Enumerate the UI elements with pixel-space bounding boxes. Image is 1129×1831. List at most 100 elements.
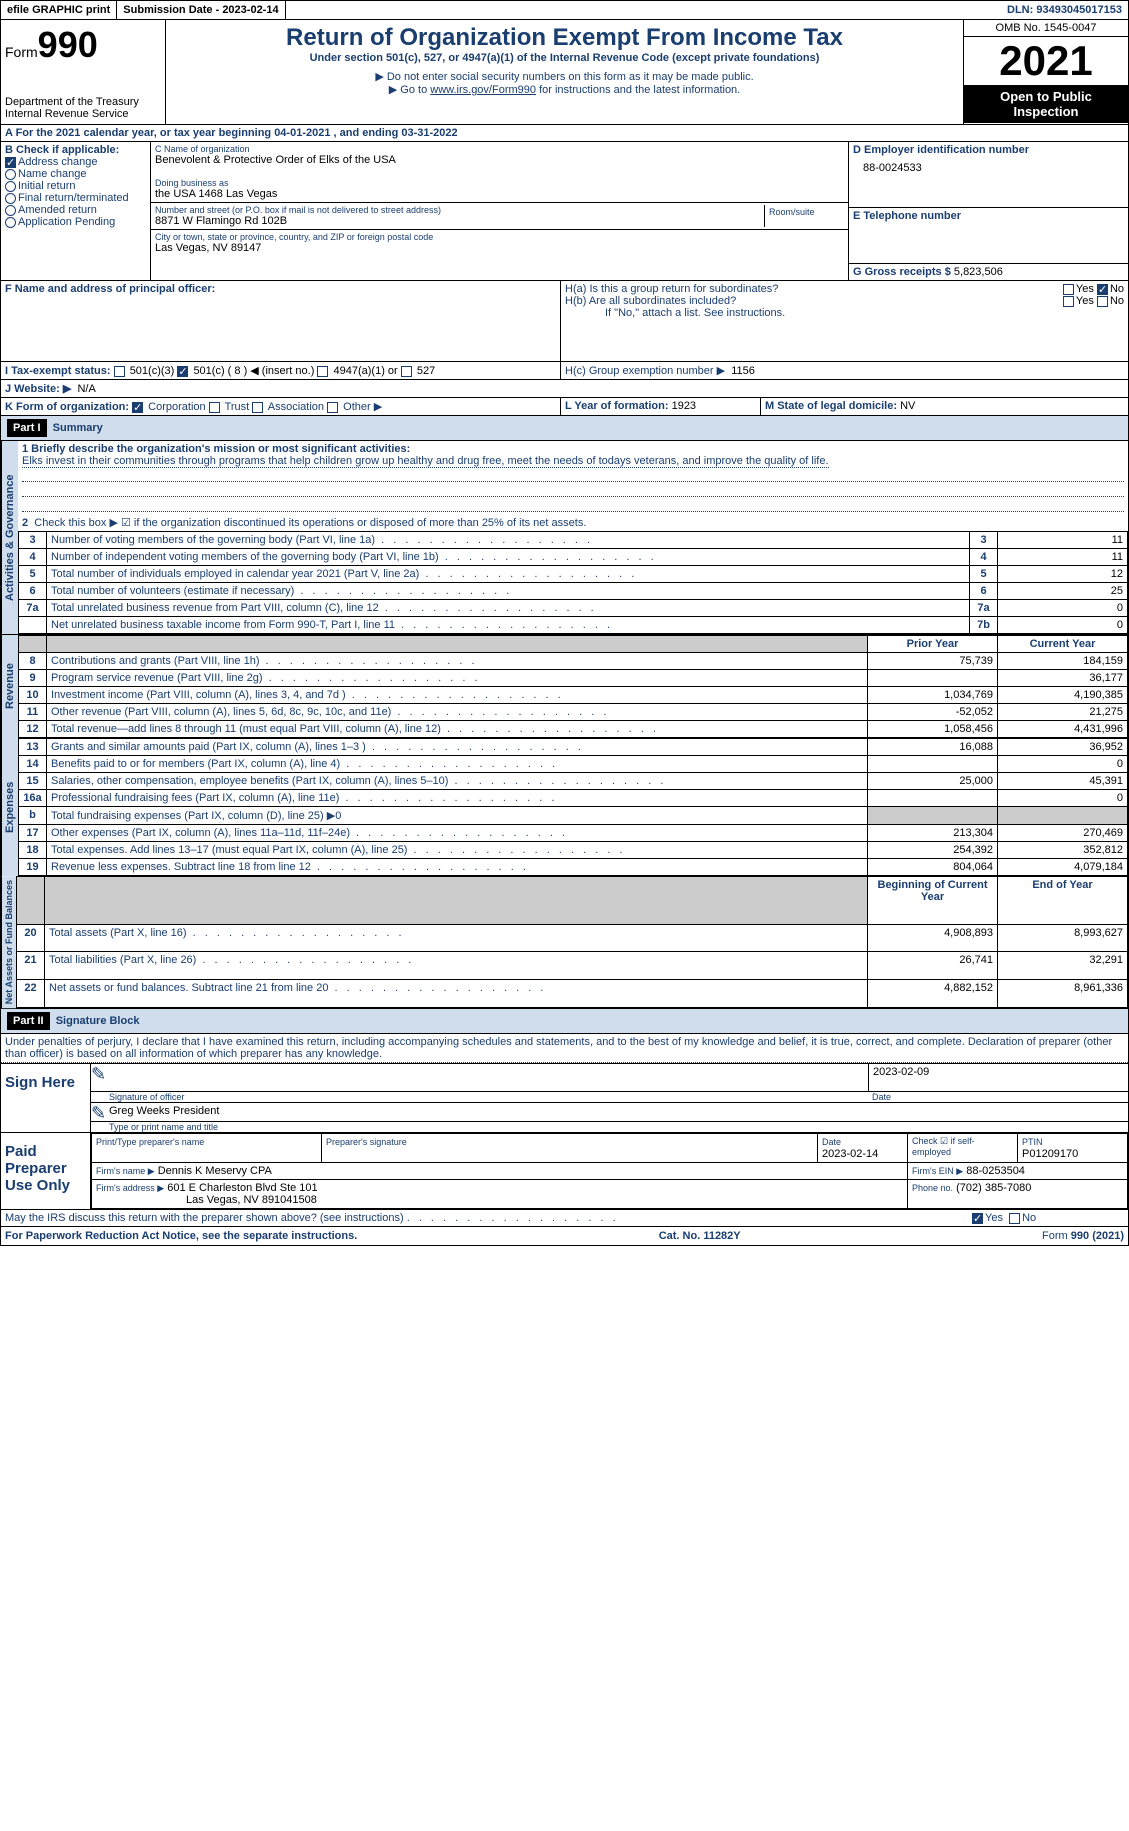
f-label: F Name and address of principal officer:	[1, 281, 561, 361]
discuss-yes-checkbox[interactable]	[972, 1213, 983, 1224]
section-ihc: I Tax-exempt status: 501(c)(3) 501(c) ( …	[0, 361, 1129, 380]
period-row: A For the 2021 calendar year, or tax yea…	[0, 125, 1129, 142]
cat-no: Cat. No. 11282Y	[659, 1230, 741, 1242]
form-title: Return of Organization Exempt From Incom…	[170, 24, 959, 52]
prep-date: 2023-02-14	[822, 1148, 878, 1160]
i-opt1: 501(c)(3)	[130, 365, 175, 377]
side-activities: Activities & Governance	[1, 441, 18, 634]
ptin-label: PTIN	[1022, 1137, 1043, 1147]
dba-value: the USA 1468 Las Vegas	[155, 188, 844, 200]
i-4947-checkbox[interactable]	[317, 366, 328, 377]
i-527-checkbox[interactable]	[401, 366, 412, 377]
table-row: 5Total number of individuals employed in…	[19, 566, 1128, 583]
discuss-no-checkbox[interactable]	[1009, 1213, 1020, 1224]
part1-title: Summary	[53, 422, 103, 434]
table-netassets: Beginning of Current YearEnd of Year20To…	[16, 876, 1128, 1008]
header-mid: Return of Organization Exempt From Incom…	[166, 20, 963, 124]
m-value: NV	[900, 400, 915, 412]
i-opt2: 501(c) ( 8 ) ◀ (insert no.)	[193, 365, 314, 377]
table-expenses: 13Grants and similar amounts paid (Part …	[18, 738, 1128, 876]
g-label: G Gross receipts $	[853, 266, 951, 278]
b-label: B Check if applicable:	[5, 144, 146, 156]
ha-label: H(a) Is this a group return for subordin…	[565, 283, 778, 295]
header-right: OMB No. 1545-0047 2021 Open to Public In…	[963, 20, 1128, 124]
table-row: 3Number of voting members of the governi…	[19, 532, 1128, 549]
i-501c3-checkbox[interactable]	[114, 366, 125, 377]
table-row: 20Total assets (Part X, line 16)4,908,89…	[17, 924, 1128, 952]
m-label: M State of legal domicile:	[765, 400, 897, 412]
i-501c-checkbox[interactable]	[177, 366, 188, 377]
b-check-4[interactable]	[5, 205, 16, 216]
table-row: Net unrelated business taxable income fr…	[19, 617, 1128, 634]
period-text: A For the 2021 calendar year, or tax yea…	[1, 125, 462, 141]
part2: Part II Signature Block Under penalties …	[0, 1009, 1129, 1064]
section-fh: F Name and address of principal officer:…	[0, 280, 1129, 361]
b-check-5[interactable]	[5, 217, 16, 228]
table-row: 13Grants and similar amounts paid (Part …	[19, 739, 1128, 756]
section-c: C Name of organization Benevolent & Prot…	[151, 142, 848, 280]
discuss-text: May the IRS discuss this return with the…	[5, 1212, 404, 1224]
city-label: City or town, state or province, country…	[155, 232, 844, 242]
dba-label: Doing business as	[155, 178, 844, 188]
form-number: 990	[38, 24, 98, 65]
no-label: No	[1110, 283, 1124, 295]
dept-label: Department of the Treasury Internal Reve…	[5, 96, 161, 120]
sig-officer-label: Signature of officer	[105, 1092, 868, 1102]
prep-date-label: Date	[822, 1137, 841, 1147]
table-row: 19Revenue less expenses. Subtract line 1…	[19, 859, 1128, 876]
prep-sig-label: Preparer's signature	[326, 1137, 407, 1147]
firm-name: Dennis K Meservy CPA	[158, 1165, 272, 1177]
k-opt-3[interactable]	[327, 402, 338, 413]
dln: DLN: 93493045017153	[1001, 1, 1128, 19]
c-name-label: C Name of organization	[155, 144, 844, 154]
name-title-label: Type or print name and title	[91, 1122, 1128, 1132]
hb-no-checkbox[interactable]	[1097, 296, 1108, 307]
section-klm: K Form of organization: Corporation Trus…	[0, 398, 1129, 416]
table-row: 12Total revenue—add lines 8 through 11 (…	[19, 721, 1128, 738]
ha-no-checkbox[interactable]	[1097, 284, 1108, 295]
mission-text: Elks invest in their communities through…	[22, 455, 829, 468]
table-row: 11Other revenue (Part VIII, column (A), …	[19, 704, 1128, 721]
omb-number: OMB No. 1545-0047	[964, 20, 1128, 37]
sign-here-section: Sign Here ✎ 2023-02-09 Signature of offi…	[0, 1064, 1129, 1133]
paid-preparer-label: Paid Preparer Use Only	[1, 1133, 91, 1209]
k-opt-1[interactable]	[209, 402, 220, 413]
addr-label: Number and street (or P.O. box if mail i…	[155, 205, 764, 215]
table-row: 4Number of independent voting members of…	[19, 549, 1128, 566]
l-value: 1923	[672, 400, 696, 412]
note-goto-prefix: Go to	[400, 84, 430, 96]
city-value: Las Vegas, NV 89147	[155, 242, 844, 254]
b-check-2[interactable]	[5, 181, 16, 192]
self-emp: Check ☑ if self-employed	[908, 1134, 1018, 1163]
phone-value: (702) 385-7080	[956, 1182, 1031, 1194]
firm-addr1: 601 E Charleston Blvd Ste 101	[167, 1182, 317, 1194]
b-check-3[interactable]	[5, 193, 16, 204]
pen-icon: ✎	[91, 1064, 105, 1091]
ha-yes-checkbox[interactable]	[1063, 284, 1074, 295]
table-row: 17Other expenses (Part IX, column (A), l…	[19, 825, 1128, 842]
addr-value: 8871 W Flamingo Rd 102B	[155, 215, 764, 227]
form-subtitle: Under section 501(c), 527, or 4947(a)(1)…	[170, 52, 959, 64]
table-row: 10Investment income (Part VIII, column (…	[19, 687, 1128, 704]
k-opt-0[interactable]	[132, 402, 143, 413]
k-opt-2[interactable]	[252, 402, 263, 413]
b-check-1[interactable]	[5, 169, 16, 180]
open-to-public: Open to Public Inspection	[964, 85, 1128, 123]
hb-yes-checkbox[interactable]	[1063, 296, 1074, 307]
i-label: I Tax-exempt status:	[5, 365, 111, 377]
part2-header: Part II	[7, 1012, 50, 1030]
form-prefix: Form	[5, 44, 38, 60]
hc-label: H(c) Group exemption number ▶	[565, 365, 725, 377]
irs-link[interactable]: www.irs.gov/Form990	[430, 84, 536, 96]
gross-receipts: 5,823,506	[954, 266, 1003, 278]
part2-title: Signature Block	[56, 1015, 140, 1027]
tax-year: 2021	[964, 37, 1128, 85]
ein-value: 88-0024533	[853, 156, 1124, 174]
k-label: K Form of organization:	[5, 401, 129, 413]
org-name: Benevolent & Protective Order of Elks of…	[155, 154, 844, 166]
prep-name-label: Print/Type preparer's name	[96, 1137, 204, 1147]
ptin-value: P01209170	[1022, 1148, 1078, 1160]
b-check-0[interactable]	[5, 157, 16, 168]
website-value: N/A	[77, 383, 95, 395]
table-row: 6Total number of volunteers (estimate if…	[19, 583, 1128, 600]
